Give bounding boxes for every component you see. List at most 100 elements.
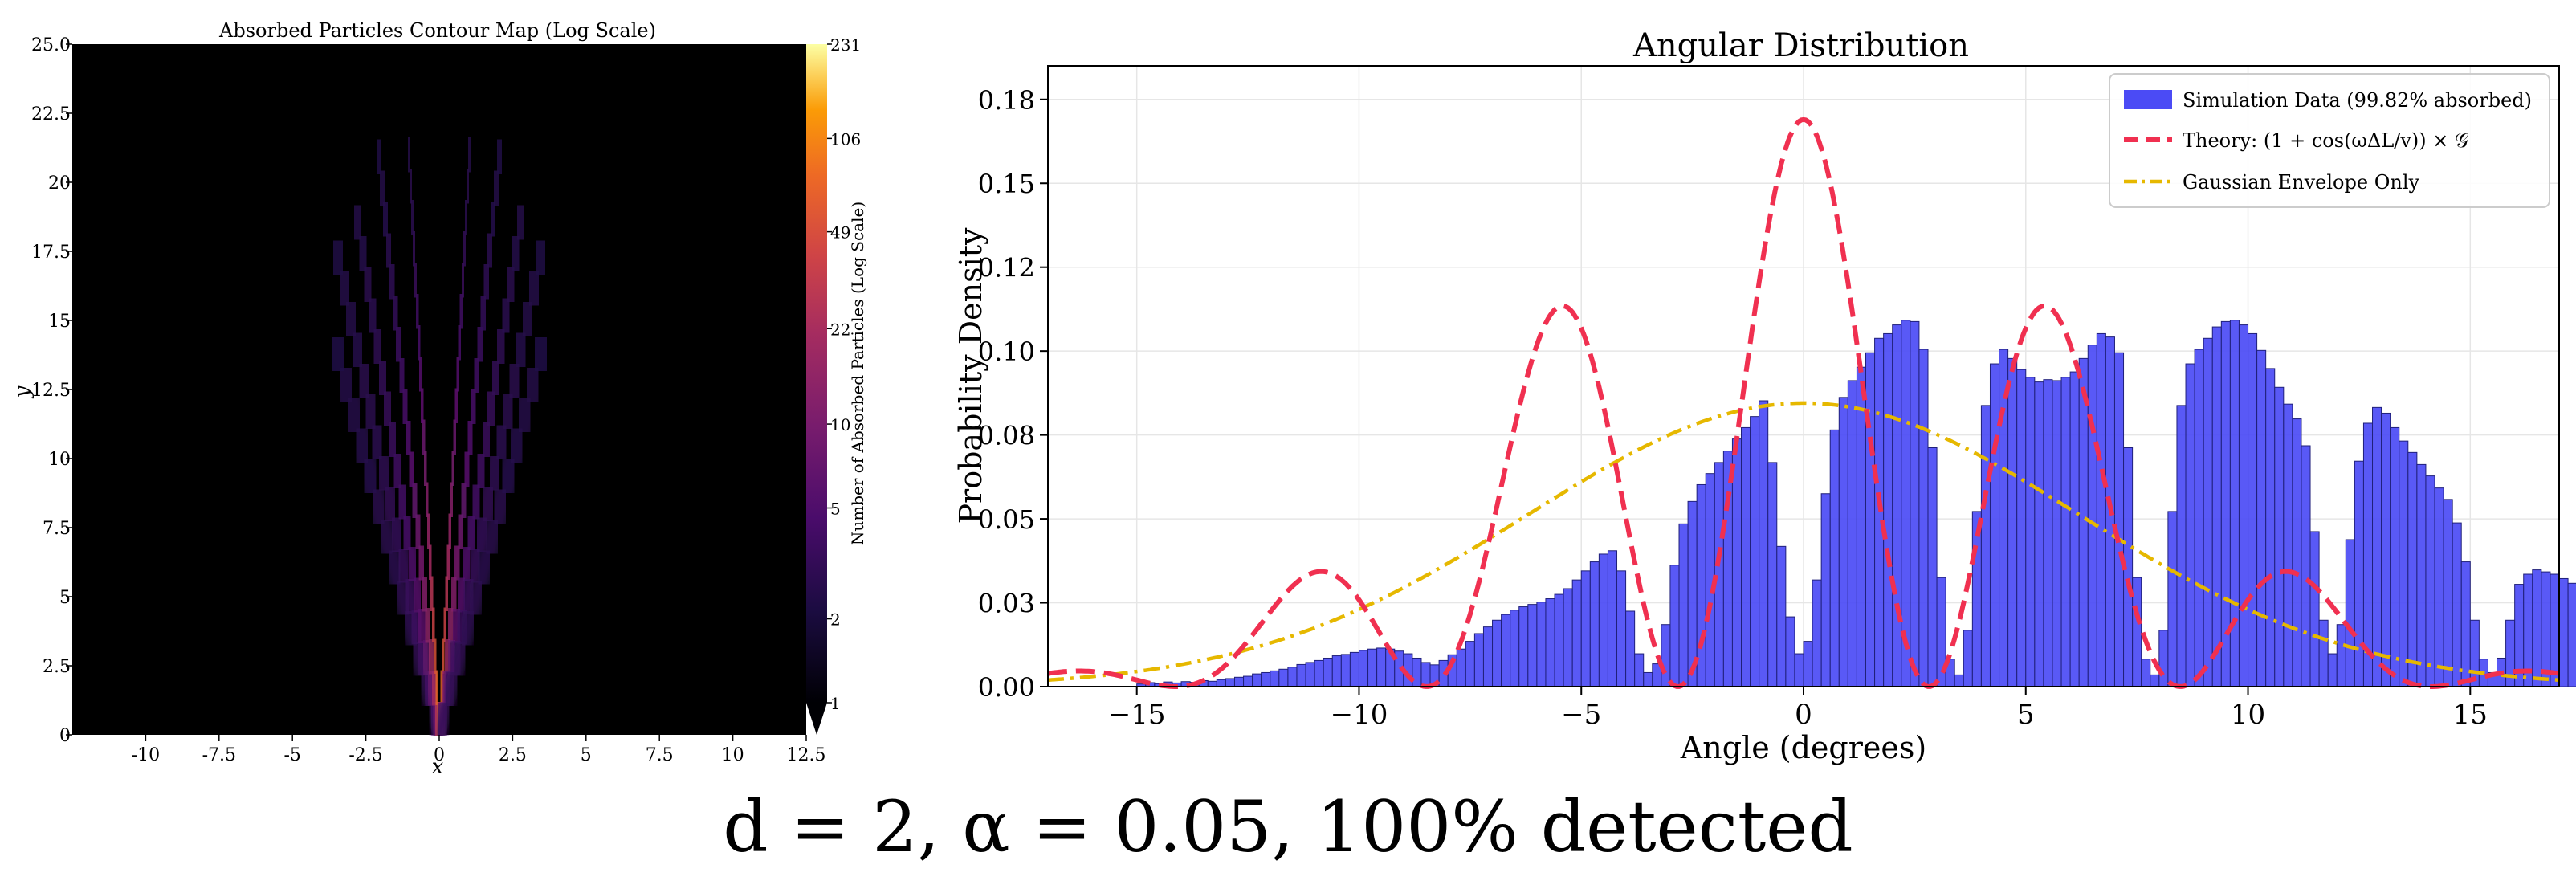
hist-x-tick-label: −5 — [1561, 699, 1601, 731]
hist-bar — [2229, 320, 2240, 687]
heatmap-y-tick-label: 0 — [59, 726, 71, 746]
hist-bar — [1518, 606, 1529, 687]
hist-bar — [2390, 426, 2400, 687]
heatmap-title: Absorbed Particles Contour Map (Log Scal… — [218, 19, 656, 42]
heatmap-fringe-segment — [520, 225, 561, 291]
hist-bar — [2025, 377, 2036, 687]
hist-bar — [1510, 610, 1520, 687]
hist-x-tick-label: 15 — [2453, 699, 2488, 731]
hist-bar — [2265, 368, 2276, 687]
hist-bar — [1233, 676, 1245, 687]
hist-bar — [2550, 573, 2560, 687]
hist-bar — [1216, 679, 1226, 687]
colorbar-label: Number of Absorbed Particles (Log Scale) — [848, 202, 867, 545]
colorbar-tick-label: 49 — [830, 223, 850, 243]
hist-x-ticks: −15 −10 −5 0 5 10 15 — [1108, 687, 2488, 731]
heatmap-fringe-segment — [358, 121, 400, 192]
hist-bar — [2203, 337, 2213, 687]
colorbar-tick-label: 22 — [830, 320, 850, 339]
colorbar-tick-label: 2 — [830, 610, 841, 630]
hist-bar — [1465, 641, 1475, 687]
heatmap-y-tick-label: 7.5 — [43, 519, 71, 539]
hist-bar — [1616, 570, 1627, 687]
hist-bar — [1349, 651, 1359, 687]
colorbar-ticks: 1 2 5 10 22 49 106 231 — [827, 35, 861, 713]
hist-bar — [1883, 332, 1893, 687]
heatmap-x-tick-label: -10 — [132, 745, 160, 765]
hist-bar — [1812, 579, 1822, 687]
hist-bar — [1473, 633, 1484, 687]
hist-bar — [2345, 539, 2355, 687]
hist-bar — [2301, 445, 2311, 687]
hist-bar — [2292, 418, 2302, 687]
heatmap-x-tick-label: -7.5 — [202, 745, 236, 765]
hist-bar — [1741, 426, 1751, 687]
heatmap-fringe-segment — [389, 120, 430, 190]
hist-bar — [2425, 475, 2435, 687]
heatmap-y-label: y — [10, 385, 35, 398]
hist-bar — [1278, 668, 1289, 687]
hist-bar — [1927, 447, 1938, 687]
heatmap-fringe-segment — [479, 121, 520, 192]
hist-bar — [2256, 349, 2267, 687]
hist-bar — [1767, 462, 1778, 687]
hist-bar — [1865, 352, 1876, 687]
colorbar-tick-label: 106 — [830, 129, 861, 149]
hist-bar — [2034, 381, 2044, 687]
hist-y-tick-label: 0.18 — [978, 85, 1035, 116]
hist-bar — [2211, 326, 2222, 687]
hist-bar — [2007, 357, 2018, 687]
hist-y-tick-label: 0.00 — [978, 672, 1035, 703]
hist-bar — [2416, 463, 2427, 687]
hist-bar — [1420, 662, 1431, 687]
hist-y-ticks: 0.00 0.03 0.05 0.08 0.10 0.12 0.15 0.18 — [978, 85, 1048, 703]
hist-bar — [1252, 673, 1262, 687]
hist-bar — [1207, 680, 1217, 687]
colorbar-tick-label: 10 — [830, 415, 850, 434]
hist-bar — [1989, 363, 2000, 687]
hist-bar — [2158, 630, 2169, 687]
hist-bar — [2141, 659, 2151, 687]
hist-bar — [1598, 553, 1608, 687]
hist-bar — [1314, 659, 1324, 687]
hist-y-tick-label: 0.12 — [978, 253, 1035, 283]
heatmap-y-tick-label: 2.5 — [43, 657, 71, 677]
theory-line — [1047, 116, 2560, 689]
hist-bar — [2309, 531, 2320, 687]
hist-bar — [1910, 320, 1920, 687]
heatmap-y-tick-label: 25.0 — [31, 35, 71, 55]
hist-bar — [2069, 371, 2080, 687]
hist-bar — [1563, 588, 1573, 687]
hist-bar — [1971, 511, 1982, 687]
hist-bar — [2567, 582, 2576, 687]
hist-bar — [1634, 653, 1645, 687]
hist-bar — [1999, 349, 2009, 687]
hist-bar — [2318, 619, 2329, 687]
heatmap-x-ticks: -10 -7.5 -5 -2.5 0 2.5 5 7.5 10 12.5 — [132, 735, 825, 765]
hist-bar — [2043, 379, 2053, 687]
heatmap-fringe-segment — [337, 189, 378, 256]
hist-bar — [2283, 403, 2293, 687]
hist-bar — [1270, 670, 1280, 687]
hist-bar — [1331, 655, 1342, 687]
heatmap-x-tick-label: -2.5 — [348, 745, 382, 765]
hist-bar — [2452, 522, 2462, 687]
heatmap-colorbar — [806, 44, 827, 703]
hist-bar — [1776, 545, 1787, 687]
heatmap-y-tick-label: 15 — [48, 312, 71, 332]
heatmap-y-tick-label: 17.5 — [31, 243, 71, 263]
heatmap-x-tick-label: 2.5 — [499, 745, 527, 765]
hist-bar — [2443, 499, 2453, 687]
hist-bar — [2150, 674, 2160, 687]
hist-bar — [1492, 619, 1502, 687]
hist-bar — [1669, 565, 1680, 687]
hist-bar — [1643, 671, 1653, 687]
hist-bar — [1243, 675, 1253, 687]
hist-bar — [2399, 440, 2409, 687]
hist-bar — [1580, 570, 1591, 687]
hist-bar — [1838, 397, 1848, 687]
colorbar-tick-label: 1 — [830, 694, 841, 713]
hist-bar — [2087, 345, 2097, 687]
hist-y-tick-label: 0.10 — [978, 336, 1035, 367]
